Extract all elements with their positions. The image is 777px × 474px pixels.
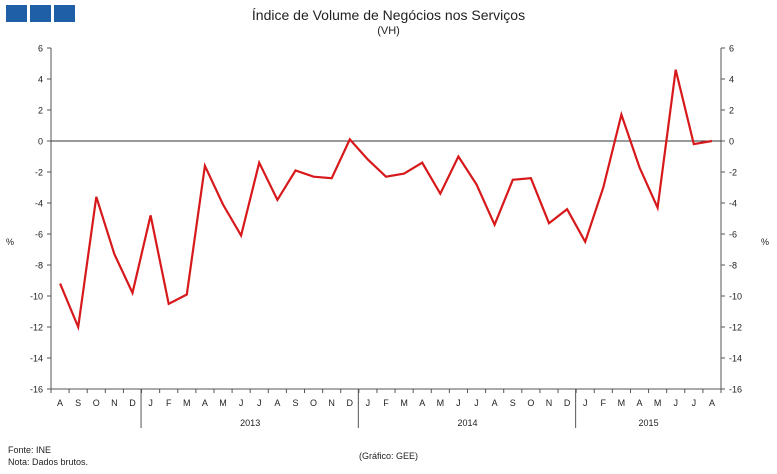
source-note: Fonte: INE <box>8 445 52 455</box>
month-label: D <box>564 398 571 408</box>
month-label: O <box>93 398 100 408</box>
y-tick-label-right: -16 <box>729 385 742 395</box>
month-label: A <box>419 398 425 408</box>
y-tick-label-left: -16 <box>30 385 43 395</box>
y-tick-label-left: -6 <box>35 230 43 240</box>
month-label: J <box>366 398 371 408</box>
y-tick-label-left: -12 <box>30 323 43 333</box>
month-label: O <box>527 398 534 408</box>
y-tick-label-right: 0 <box>729 137 734 147</box>
logo-block <box>6 5 27 22</box>
month-label: J <box>474 398 479 408</box>
y-tick-label-right: 6 <box>729 44 734 54</box>
month-label: F <box>166 398 172 408</box>
y-tick-label-right: -10 <box>729 292 742 302</box>
year-label: 2014 <box>457 418 477 428</box>
logo-block <box>30 5 51 22</box>
y-tick-label-right: -8 <box>729 261 737 271</box>
month-label: N <box>546 398 553 408</box>
month-label: J <box>583 398 588 408</box>
month-label: A <box>637 398 643 408</box>
y-tick-label-right: -4 <box>729 199 737 209</box>
month-label: D <box>347 398 354 408</box>
y-tick-label-left: 6 <box>38 44 43 54</box>
month-label: A <box>202 398 208 408</box>
y-axis-label-right: % <box>761 237 769 247</box>
month-label: O <box>310 398 317 408</box>
month-label: N <box>328 398 335 408</box>
y-tick-label-left: -14 <box>30 354 43 364</box>
y-tick-label-right: 2 <box>729 106 734 116</box>
y-tick-label-right: 4 <box>729 75 734 85</box>
series-layer <box>59 69 713 332</box>
y-tick-label-left: 2 <box>38 106 43 116</box>
chart-subtitle: (VH) <box>377 25 400 37</box>
year-label: 2015 <box>639 418 659 428</box>
month-label: J <box>692 398 697 408</box>
month-label: S <box>75 398 81 408</box>
month-label: J <box>239 398 244 408</box>
y-tick-label-right: -6 <box>729 230 737 240</box>
y-tick-label-left: -2 <box>35 168 43 178</box>
y-tick-label-left: -10 <box>30 292 43 302</box>
month-label: M <box>654 398 662 408</box>
month-label: S <box>292 398 298 408</box>
month-label: A <box>274 398 280 408</box>
month-label: J <box>456 398 461 408</box>
y-tick-label-left: 4 <box>38 75 43 85</box>
year-label: 2013 <box>240 418 260 428</box>
month-label: N <box>111 398 118 408</box>
series-line <box>59 69 713 332</box>
month-label: A <box>709 398 715 408</box>
month-label: A <box>57 398 63 408</box>
month-label: F <box>601 398 607 408</box>
month-label: M <box>400 398 408 408</box>
y-tick-label-right: -12 <box>729 323 742 333</box>
logo-block <box>54 5 75 22</box>
y-tick-label-right: -2 <box>729 168 737 178</box>
month-label: M <box>183 398 191 408</box>
y-tick-label-left: 0 <box>38 137 43 147</box>
month-label: A <box>492 398 498 408</box>
month-label: D <box>129 398 136 408</box>
month-label: J <box>148 398 153 408</box>
y-tick-label-left: -8 <box>35 261 43 271</box>
chart-title: Índice de Volume de Negócios nos Serviço… <box>251 7 526 23</box>
brand-logo <box>6 5 75 22</box>
data-note: Nota: Dados brutos. <box>8 457 89 467</box>
month-label: S <box>510 398 516 408</box>
y-tick-label-right: -14 <box>729 354 742 364</box>
month-label: M <box>219 398 227 408</box>
labels-layer: 6 6 4 4 2 2 0 0 -2 -2 -4 -4 -6 -6 -8 -8 -10 -10 -12 -12 -14 -… <box>6 44 769 429</box>
month-label: J <box>257 398 262 408</box>
month-label: M <box>437 398 445 408</box>
month-label: M <box>618 398 626 408</box>
y-axis-label-left: % <box>6 237 14 247</box>
month-label: J <box>673 398 678 408</box>
chart-credit: (Gráfico: GEE) <box>358 451 418 461</box>
axes-layer <box>47 47 725 428</box>
month-label: F <box>383 398 389 408</box>
y-tick-label-left: -4 <box>35 199 43 209</box>
